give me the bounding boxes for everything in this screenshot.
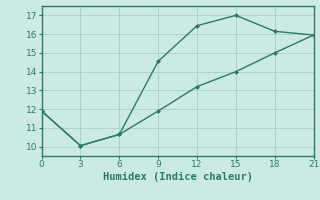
X-axis label: Humidex (Indice chaleur): Humidex (Indice chaleur) [103, 172, 252, 182]
